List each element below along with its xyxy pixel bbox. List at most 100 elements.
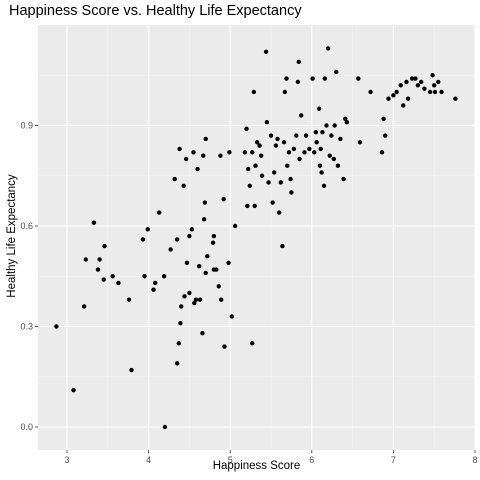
y-axis-label: Healthy Life Expectancy <box>6 174 18 298</box>
data-point <box>218 153 223 158</box>
data-point <box>142 274 147 279</box>
data-point <box>275 136 280 142</box>
data-point <box>341 176 346 182</box>
data-point <box>229 314 235 319</box>
data-point <box>174 237 180 242</box>
data-point <box>266 180 271 185</box>
data-point <box>162 424 168 430</box>
data-point <box>268 133 274 138</box>
x-tick-label: 5 <box>228 455 233 465</box>
data-point <box>400 103 406 108</box>
data-point <box>418 79 424 85</box>
data-point <box>242 150 248 155</box>
data-point <box>413 76 418 81</box>
data-point <box>247 183 252 188</box>
data-point <box>432 83 437 88</box>
data-point <box>427 89 433 95</box>
data-point <box>126 297 132 302</box>
data-point <box>168 247 173 252</box>
data-point <box>312 150 317 155</box>
data-point <box>197 297 203 302</box>
data-point <box>203 136 208 142</box>
data-point <box>270 200 275 205</box>
data-point <box>177 146 182 152</box>
data-point <box>201 217 207 222</box>
chart-title: Happiness Score vs. Healthy Life Expecta… <box>9 3 302 19</box>
data-point <box>193 297 199 302</box>
data-point <box>245 203 250 209</box>
data-point <box>453 96 458 101</box>
data-point <box>192 300 197 306</box>
data-point <box>152 280 158 286</box>
data-point <box>196 264 202 269</box>
data-point <box>422 86 427 91</box>
data-point <box>272 170 277 175</box>
data-point <box>398 83 403 88</box>
data-point <box>183 156 189 162</box>
data-point <box>222 344 227 349</box>
data-point <box>335 163 341 168</box>
data-point <box>54 324 59 329</box>
data-point <box>145 227 150 232</box>
data-point <box>338 136 343 142</box>
data-point <box>202 200 208 205</box>
data-point <box>368 89 373 95</box>
data-point <box>178 320 183 326</box>
data-point <box>179 304 184 309</box>
data-point <box>282 89 288 95</box>
data-point <box>303 133 309 138</box>
data-point <box>310 76 315 81</box>
data-point <box>316 106 322 111</box>
data-point <box>221 197 226 202</box>
data-point <box>189 227 195 232</box>
data-point <box>357 140 363 145</box>
data-point <box>432 89 438 95</box>
data-point <box>226 260 231 266</box>
data-point <box>200 331 205 336</box>
data-point <box>278 180 283 185</box>
data-point <box>439 89 444 95</box>
x-tick-label: 8 <box>472 455 477 465</box>
data-point <box>318 146 323 152</box>
data-point <box>244 126 249 132</box>
data-point <box>295 79 301 85</box>
data-point <box>415 83 421 88</box>
data-point <box>140 237 146 242</box>
data-point <box>187 290 192 296</box>
data-point <box>288 176 293 182</box>
data-point <box>251 89 257 95</box>
plot-panel <box>38 25 475 450</box>
data-point <box>331 156 337 162</box>
data-point <box>95 267 101 272</box>
data-point <box>324 123 329 128</box>
x-tick-label: 6 <box>309 455 314 465</box>
y-tick-label: 0.3 <box>20 322 33 332</box>
data-point <box>404 79 409 85</box>
data-point <box>296 59 301 65</box>
x-axis-label: Happiness Score <box>212 460 301 472</box>
data-point <box>263 49 269 54</box>
data-point <box>205 253 210 259</box>
data-point <box>327 153 332 158</box>
data-point <box>151 287 156 292</box>
data-point <box>317 163 323 168</box>
data-point <box>176 341 181 346</box>
data-point <box>172 176 177 182</box>
data-point <box>379 150 385 155</box>
data-point <box>83 257 88 262</box>
data-point <box>91 220 97 225</box>
data-point <box>211 233 217 239</box>
data-point <box>391 93 396 98</box>
data-point <box>129 367 134 373</box>
data-point <box>430 73 435 78</box>
data-point <box>81 304 87 309</box>
data-point <box>291 146 297 152</box>
data-point <box>254 140 260 145</box>
y-tick-label: 0.0 <box>20 422 33 432</box>
data-point <box>281 140 287 145</box>
data-point <box>184 260 190 266</box>
data-point <box>203 270 208 276</box>
data-point <box>273 143 279 148</box>
data-point <box>181 183 186 188</box>
data-point <box>405 96 411 101</box>
